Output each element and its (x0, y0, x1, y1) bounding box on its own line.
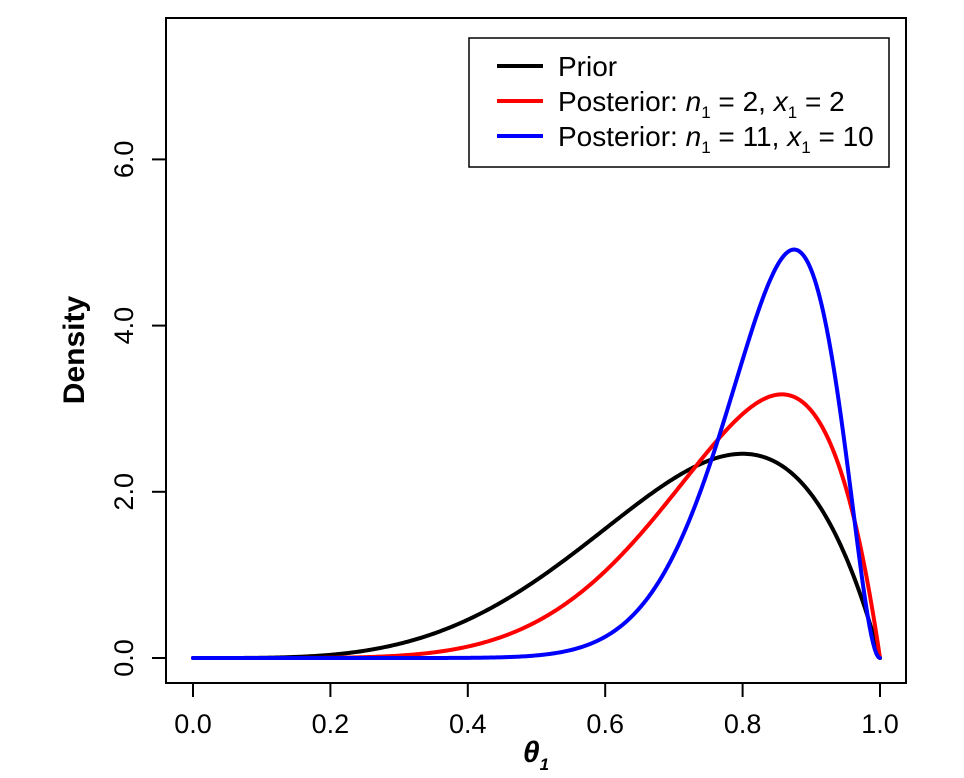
y-tick-label: 6.0 (109, 141, 139, 179)
x-tick-label: 0.6 (586, 709, 624, 739)
x-axis: 0.0 0.2 0.4 0.6 0.8 1.0 (174, 682, 899, 739)
x-tick-label: 1.0 (861, 709, 899, 739)
density-curves (191, 247, 882, 660)
x-tick-label: 0.2 (312, 709, 350, 739)
y-tick-label: 0.0 (109, 639, 139, 677)
x-tick-label: 0.4 (449, 709, 487, 739)
series-line-3 (191, 247, 882, 660)
legend: Prior Posterior: n1 = 2, x1 = 2Posterior:… (468, 37, 890, 168)
y-tick-label: 2.0 (109, 473, 139, 511)
series-line-1 (191, 451, 882, 660)
x-tick-label: 0.8 (724, 709, 762, 739)
y-axis: 0.0 2.0 4.0 6.0 (109, 141, 167, 677)
y-axis-title: Density (58, 296, 91, 405)
x-axis-title: θ1 (523, 736, 549, 774)
legend-label-3: Posterior: n1 = 11, x1 = 10 (558, 121, 874, 157)
x-tick-label: 0.0 (174, 709, 212, 739)
y-tick-label: 4.0 (109, 307, 139, 345)
series-line-2 (191, 392, 882, 660)
legend-label-1: Prior (558, 51, 617, 82)
legend-label-2: Posterior: n1 = 2, x1 = 2 (558, 86, 845, 122)
